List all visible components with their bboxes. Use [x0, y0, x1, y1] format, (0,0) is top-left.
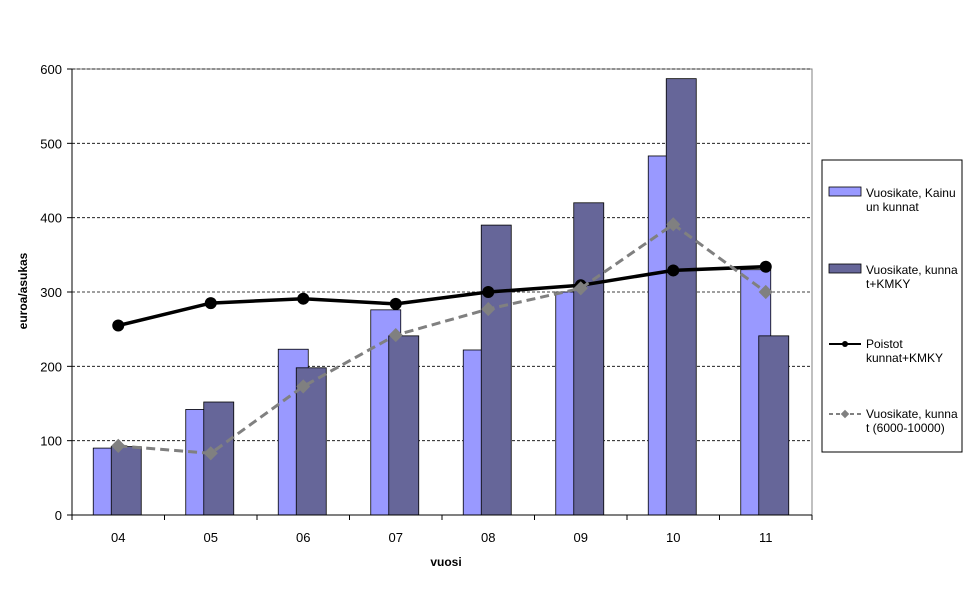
- line-poistot: [117, 264, 766, 328]
- legend-marker: [842, 341, 848, 347]
- y-tick-label: 400: [40, 211, 62, 226]
- x-tick-label: 09: [574, 530, 588, 545]
- x-tick-label: 04: [111, 530, 125, 545]
- point-poistot: [759, 260, 772, 273]
- legend-box: [821, 159, 963, 453]
- y-tick-label: 100: [40, 434, 62, 449]
- y-axis-title: euroa/asukas: [16, 252, 30, 329]
- gridlines: [71, 68, 813, 516]
- legend-swatch: [828, 186, 862, 197]
- point-poistot: [297, 292, 310, 305]
- legend-label: Poistot: [866, 337, 903, 351]
- axes: [67, 68, 813, 520]
- legend-label: Vuosikate, kunna: [866, 407, 958, 421]
- x-tick-label: 07: [389, 530, 403, 545]
- bars: [92, 78, 790, 516]
- x-tick-label: 05: [204, 530, 218, 545]
- legend-swatch: [828, 263, 862, 274]
- point-vuosikate-6000-10000: [111, 438, 126, 453]
- point-poistot: [112, 319, 125, 332]
- point-poistot: [667, 264, 680, 277]
- point-vuosikate-6000-10000: [388, 328, 403, 343]
- bar-kunnat-kmky: [480, 224, 512, 516]
- tick-labels: 0 100 200 300 400 500 600 04 05 06 07 08 09 10 11: [40, 62, 772, 545]
- point-poistot: [204, 297, 217, 310]
- legend-marker: [840, 409, 850, 419]
- y-tick-label: 0: [55, 508, 62, 523]
- legend-label: Vuosikate, kunna: [866, 263, 958, 277]
- x-axis-title: vuosi: [430, 555, 461, 569]
- legend-label: t+KMKY: [866, 277, 910, 291]
- x-tick-label: 06: [296, 530, 310, 545]
- bar-kunnat-kmky: [110, 446, 142, 516]
- point-vuosikate-6000-10000: [666, 217, 681, 232]
- x-tick-label: 10: [666, 530, 680, 545]
- bar-kunnat-kmky: [388, 335, 420, 516]
- y-tick-label: 500: [40, 136, 62, 151]
- bar-kunnat-kmky: [758, 335, 790, 516]
- bar-kunnat-kmky: [295, 367, 327, 516]
- point-vuosikate-6000-10000: [573, 281, 588, 296]
- x-tick-label: 11: [759, 530, 773, 545]
- y-tick-label: 200: [40, 359, 62, 374]
- point-poistot: [389, 297, 402, 310]
- x-tick-label: 08: [481, 530, 495, 545]
- bar-kunnat-kmky: [665, 78, 697, 516]
- point-vuosikate-6000-10000: [296, 379, 311, 394]
- bar-kunnat-kmky: [203, 401, 235, 516]
- bar-kunnat-kmky: [573, 202, 605, 516]
- legend-label: Vuosikate, Kainu: [866, 186, 956, 200]
- y-tick-label: 300: [40, 285, 62, 300]
- point-vuosikate-6000-10000: [758, 284, 773, 300]
- point-vuosikate-6000-10000: [203, 446, 218, 461]
- series-lines: [111, 217, 773, 461]
- legend-label: kunnat+KMKY: [866, 351, 943, 365]
- legend-label: un kunnat: [866, 200, 919, 214]
- point-vuosikate-6000-10000: [481, 302, 496, 317]
- point-poistot: [482, 286, 495, 298]
- legend-label: t (6000-10000): [866, 421, 945, 435]
- y-tick-label: 600: [40, 62, 62, 77]
